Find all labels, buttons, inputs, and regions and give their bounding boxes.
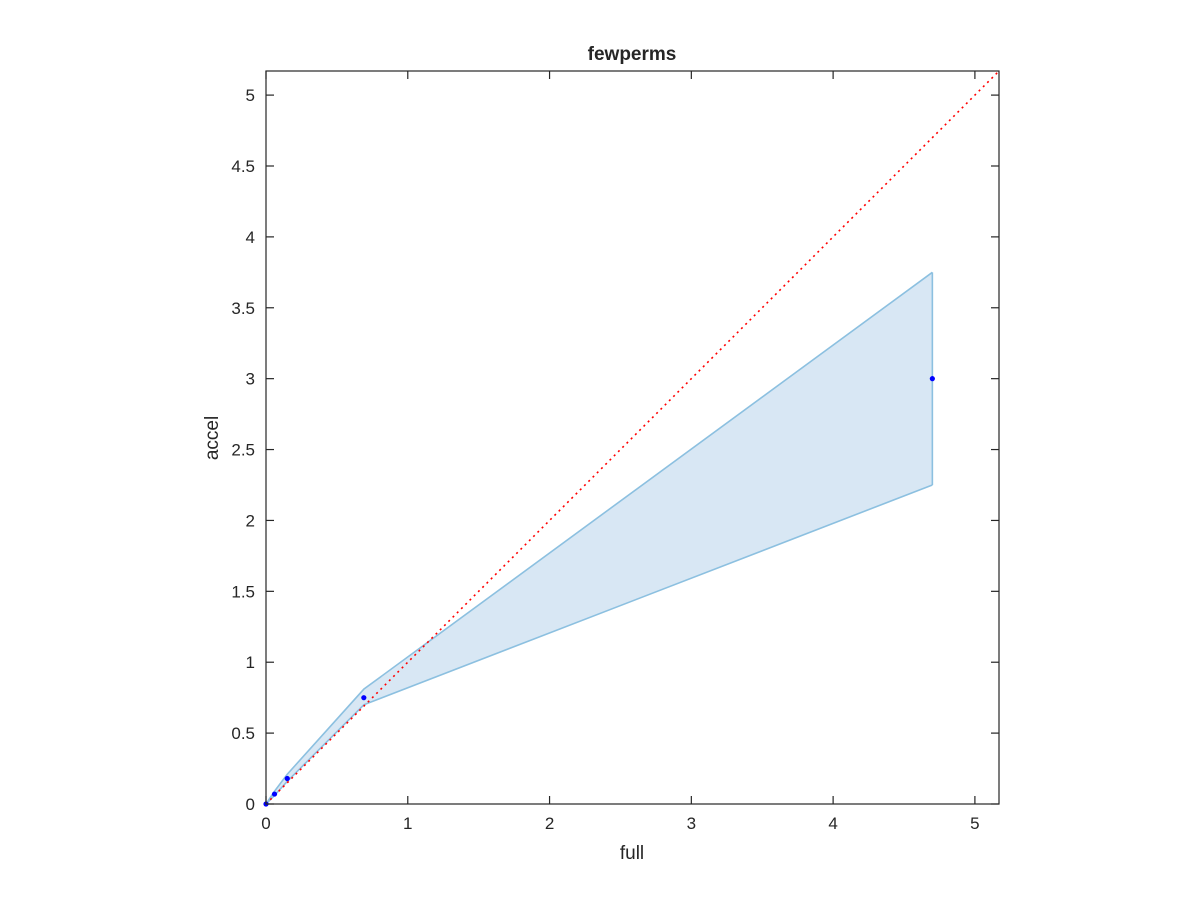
y-tick-label: 2.5 (231, 441, 255, 460)
x-tick-label: 2 (545, 814, 554, 833)
x-tick-label: 4 (828, 814, 837, 833)
y-tick-label: 4.5 (231, 157, 255, 176)
y-tick-label: 3.5 (231, 299, 255, 318)
y-tick-label: 2 (246, 511, 255, 530)
y-tick-label: 0.5 (231, 724, 255, 743)
y-tick-label: 4 (246, 228, 255, 247)
y-tick-label: 1.5 (231, 582, 255, 601)
plot-area: 0 1 2 3 4 5 0 0.5 1 1.5 2 2.5 3 3.5 4 4.5 5 (231, 70, 1000, 833)
y-axis-label: accel (202, 416, 223, 460)
x-tick-label: 1 (403, 814, 412, 833)
data-point (929, 376, 935, 382)
x-tick-label: 3 (687, 814, 696, 833)
band-upper-edge (265, 271, 933, 805)
y-tick-label: 3 (246, 370, 255, 389)
axes-box (265, 70, 1000, 805)
data-point (361, 695, 367, 701)
chart-title: fewperms (588, 44, 677, 65)
x-tick-label: 0 (261, 814, 270, 833)
band-lower-edge (265, 484, 933, 805)
confidence-band (266, 272, 933, 804)
x-tick-label: 5 (970, 814, 979, 833)
x-axis-label: full (620, 843, 644, 864)
data-point (271, 791, 278, 797)
y-tick-label: 0 (246, 795, 255, 814)
y-tick-label: 5 (246, 86, 255, 105)
y-tick-label: 1 (246, 653, 255, 672)
data-point (284, 775, 290, 782)
